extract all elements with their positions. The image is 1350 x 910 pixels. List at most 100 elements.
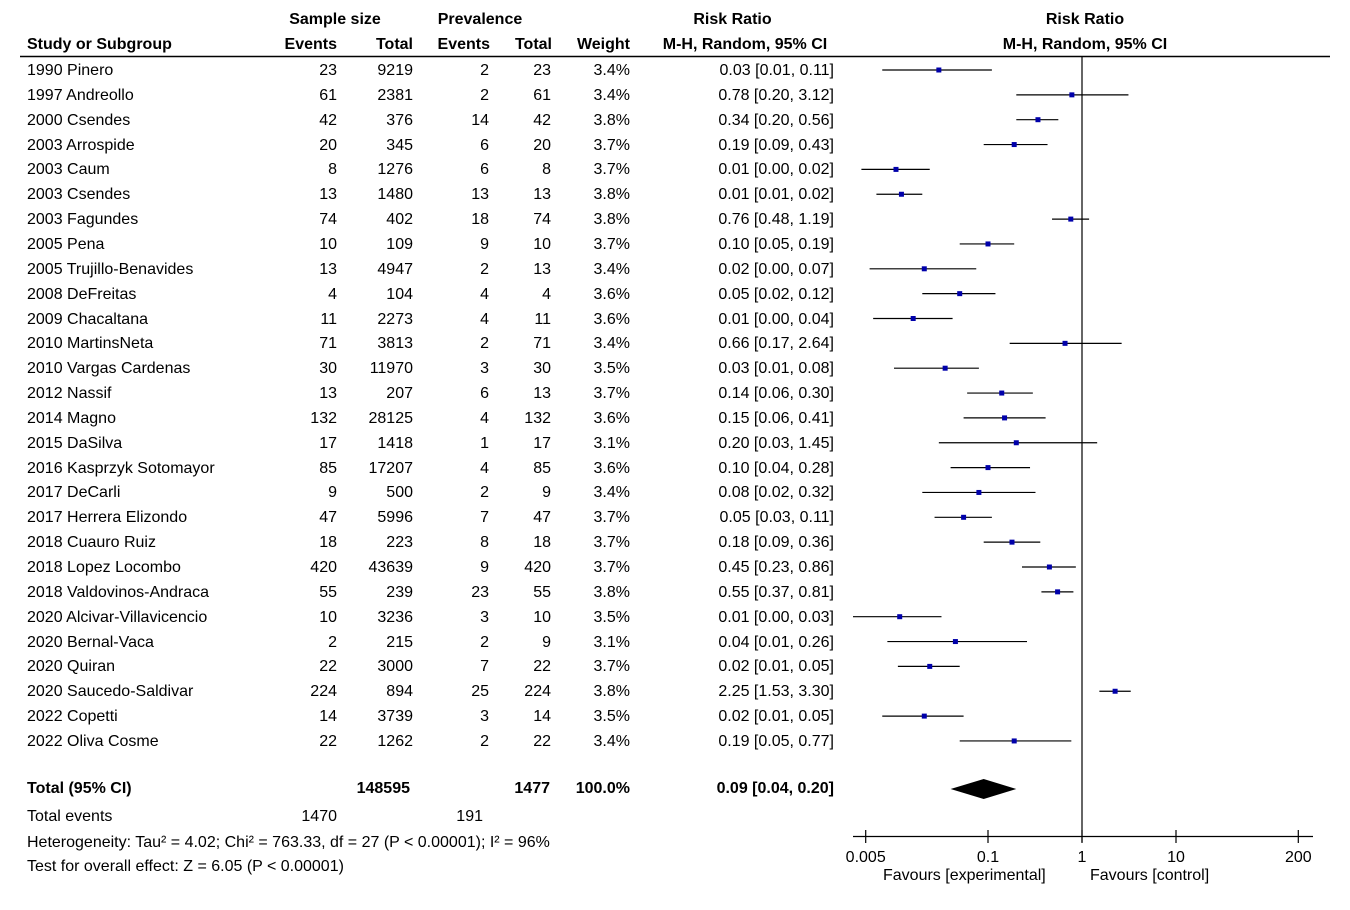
risk-ratio-method-header: M-H, Random, 95% CI: [662, 36, 828, 53]
x-tick-label: 0.005: [846, 849, 886, 866]
total-sample: 28125: [368, 409, 414, 427]
study-name: 2017 Herrera Elizondo: [27, 509, 188, 527]
events-sample: 47: [319, 509, 337, 527]
total-sample: 1418: [377, 434, 413, 452]
overall-effect-stat: Test for overall effect: Z = 6.05 (P < 0…: [27, 858, 344, 875]
events-sample: 14: [319, 708, 337, 726]
weight-value: 3.8%: [593, 211, 630, 229]
events-prevalence: 2: [480, 484, 489, 502]
risk-ratio-ci: 0.78 [0.20, 3.12]: [718, 86, 834, 104]
total-sample: 9219: [377, 62, 413, 79]
point-estimate-marker: [1035, 117, 1041, 123]
events-prevalence: 6: [480, 136, 489, 154]
risk-ratio-ci: 0.02 [0.00, 0.07]: [718, 260, 834, 278]
total-sample: 5996: [377, 509, 413, 527]
risk-ratio-ci: 0.03 [0.01, 0.08]: [718, 360, 834, 378]
total-sample: 239: [386, 583, 413, 601]
events-prevalence: 23: [471, 583, 489, 601]
events-sample: 10: [319, 608, 337, 626]
point-estimate-marker: [1068, 216, 1074, 222]
weight-value: 3.4%: [593, 335, 630, 353]
events-prevalence: 9: [480, 235, 489, 253]
total-prevalence: 55: [533, 583, 551, 601]
events-prevalence: 1: [480, 434, 489, 452]
total-prevalence: 4: [542, 285, 551, 303]
total-prevalence: 13: [533, 186, 551, 204]
x-tick-label: 1: [1078, 849, 1087, 866]
study-name: 1997 Andreollo: [27, 86, 134, 104]
point-estimate-marker: [999, 390, 1005, 396]
weight-value: 3.4%: [593, 484, 630, 502]
point-estimate-marker: [1055, 589, 1061, 595]
point-estimate-marker: [961, 514, 967, 520]
total-sample: 43639: [368, 559, 414, 576]
events-prevalence: 7: [480, 509, 489, 527]
point-estimate-marker: [1009, 539, 1015, 545]
events-prevalence: 18: [471, 211, 489, 229]
weight-value: 3.8%: [593, 583, 630, 601]
events-sample: 23: [319, 62, 337, 79]
total-prevalence: 9: [542, 633, 551, 651]
weight-value: 3.7%: [593, 161, 630, 179]
events-sample: 13: [319, 186, 337, 204]
risk-ratio-ci: 0.66 [0.17, 2.64]: [718, 335, 834, 353]
point-estimate-marker: [898, 191, 904, 197]
events-sample: 13: [319, 260, 337, 278]
x-tick-label: 0.1: [977, 849, 999, 866]
total-sample: 215: [386, 633, 413, 651]
study-name: 2015 DaSilva: [27, 434, 123, 452]
total-label: Total (95% CI): [27, 780, 132, 797]
study-name: 2017 DeCarli: [27, 484, 121, 502]
events-column-header-1: Events: [284, 36, 337, 53]
risk-ratio-ci: 0.19 [0.09, 0.43]: [718, 136, 834, 154]
point-estimate-marker: [921, 713, 927, 719]
events-sample: 13: [319, 385, 337, 403]
total-sample: 3236: [377, 608, 413, 626]
study-name: 2022 Copetti: [27, 708, 118, 726]
weight-column-header: Weight: [576, 36, 630, 53]
study-name: 2008 DeFreitas: [27, 285, 137, 303]
study-name: 2003 Fagundes: [27, 211, 139, 229]
study-name: 2018 Lopez Locombo: [27, 559, 181, 576]
study-name: 2003 Caum: [27, 161, 110, 179]
risk-ratio-ci: 0.10 [0.05, 0.19]: [718, 235, 834, 253]
study-name: 2018 Valdovinos-Andraca: [27, 583, 210, 601]
point-estimate-marker: [985, 241, 991, 247]
total-prevalence: 13: [533, 260, 551, 278]
events-prevalence: 3: [480, 608, 489, 626]
weight-value: 3.7%: [593, 235, 630, 253]
events-prevalence: 2: [480, 62, 489, 79]
events-sample: 22: [319, 732, 337, 750]
total-column-header-1: Total: [375, 36, 413, 53]
total-events-prevalence: 191: [456, 808, 483, 825]
events-prevalence: 14: [471, 111, 489, 129]
point-estimate-marker: [1046, 564, 1052, 570]
point-estimate-marker: [1062, 340, 1068, 346]
weight-value: 3.4%: [593, 62, 630, 79]
total-prevalence: 74: [533, 211, 551, 229]
risk-ratio-ci: 0.34 [0.20, 0.56]: [718, 111, 834, 129]
study-name: 2005 Pena: [27, 235, 105, 253]
point-estimate-marker: [952, 639, 958, 645]
events-prevalence: 9: [480, 559, 489, 576]
study-name: 2014 Magno: [27, 409, 116, 427]
total-events-label: Total events: [27, 808, 113, 825]
events-sample: 42: [319, 111, 337, 129]
point-estimate-marker: [957, 291, 963, 297]
total-prevalence: 20: [533, 136, 551, 154]
total-sample: 104: [386, 285, 413, 303]
study-name: 2003 Arrospide: [27, 136, 135, 154]
point-estimate-marker: [893, 166, 899, 172]
study-name: 2005 Trujillo-Benavides: [27, 260, 194, 278]
events-prevalence: 7: [480, 658, 489, 676]
weight-value: 3.5%: [593, 360, 630, 378]
total-prevalence: 10: [533, 235, 551, 253]
events-sample: 55: [319, 583, 337, 601]
risk-ratio-ci: 0.01 [0.00, 0.03]: [718, 608, 834, 626]
weight-value: 3.4%: [593, 86, 630, 104]
plot-method-header: M-H, Random, 95% CI: [1002, 36, 1168, 53]
events-sample: 30: [319, 360, 337, 378]
total-prevalence: 8: [542, 161, 551, 179]
events-sample: 17: [319, 434, 337, 452]
study-name: 2010 Vargas Cardenas: [27, 360, 191, 378]
